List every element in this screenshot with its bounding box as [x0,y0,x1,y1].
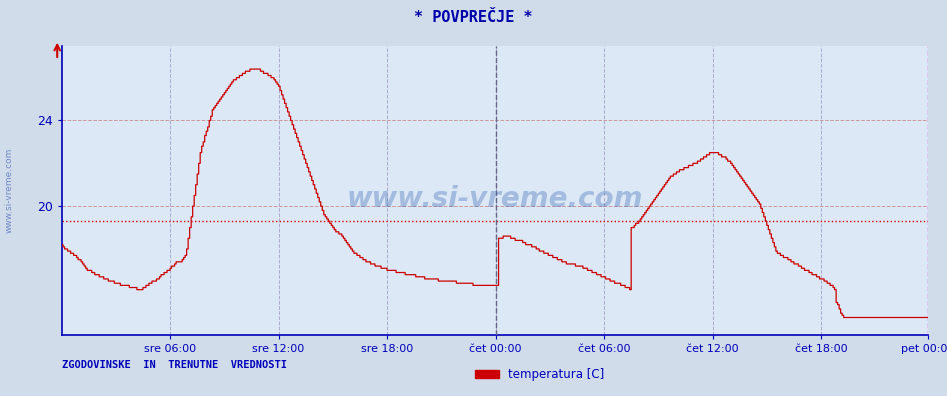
Text: * POVPREČJE *: * POVPREČJE * [414,10,533,25]
Text: ZGODOVINSKE  IN  TRENUTNE  VREDNOSTI: ZGODOVINSKE IN TRENUTNE VREDNOSTI [62,360,287,370]
Legend: temperatura [C]: temperatura [C] [471,364,609,386]
Text: www.si-vreme.com: www.si-vreme.com [347,185,643,213]
Text: www.si-vreme.com: www.si-vreme.com [5,147,14,233]
